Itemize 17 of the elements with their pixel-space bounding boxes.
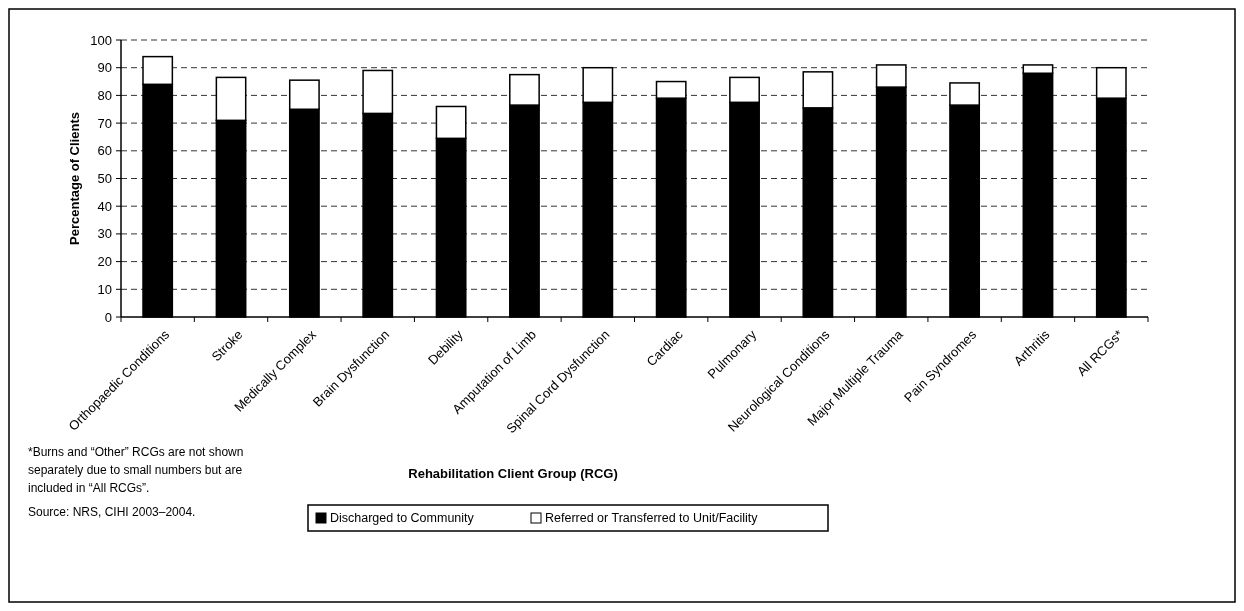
y-tick-label: 70 [97,115,112,131]
x-axis-title: Rehabilitation Client Group (RCG) [408,466,618,481]
y-tick-label: 100 [90,32,112,48]
y-tick-label: 40 [97,198,112,214]
y-tick-label: 20 [97,254,112,270]
source-note: Source: NRS, CIHI 2003–2004. [28,505,196,519]
y-tick-label: 0 [104,309,112,325]
y-axis-title: Percentage of Clients [67,112,82,245]
legend-label: Discharged to Community [330,511,475,526]
y-tick-label: 10 [97,281,112,297]
y-tick-label: 80 [97,87,112,103]
text: *Burns and “Other” RCGs are not shown separately due to small numbers but are included in “All RCGs”. [28,445,244,495]
y-tick-label: 60 [97,143,112,159]
y-tick-label: 30 [97,226,112,242]
y-tick-label: 50 [97,171,112,187]
y-tick-label: 90 [97,60,112,76]
legend-label: Referred or Transferred to Unit/Facility [545,511,759,526]
